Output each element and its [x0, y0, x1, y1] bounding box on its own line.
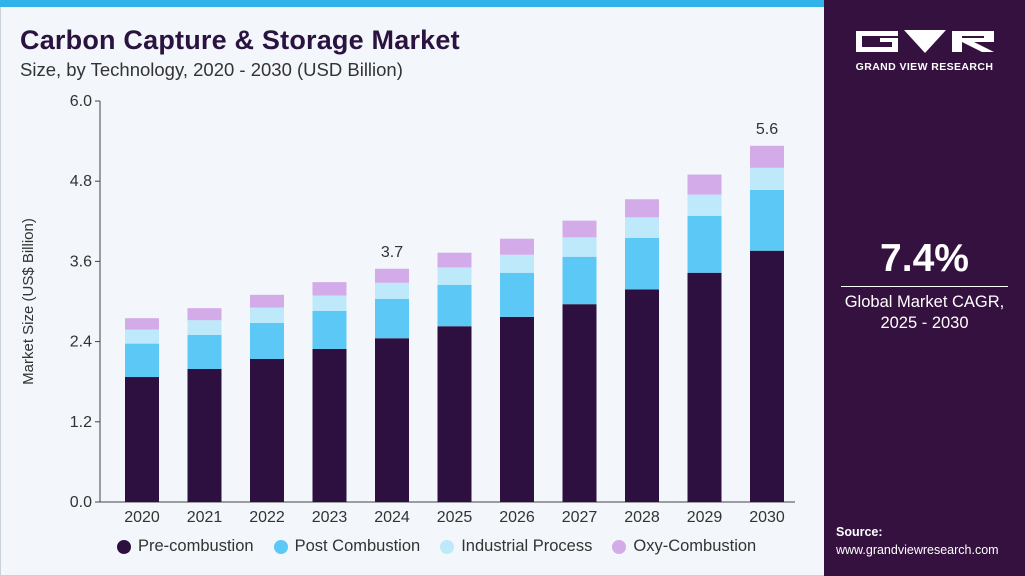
chart-legend: Pre-combustion Post Combustion Industrial … — [117, 537, 776, 556]
legend-label: Oxy-Combustion — [633, 537, 757, 555]
y-tick-label: 2.4 — [70, 334, 92, 351]
x-tick-label: 2021 — [187, 509, 223, 526]
cagr-divider — [841, 286, 1008, 287]
bar-2024-industrial-process — [375, 282, 409, 299]
bar-2025-pre-combustion — [437, 326, 472, 502]
legend-label: Pre-combustion — [138, 537, 254, 555]
bar-2022-oxy-combustion — [250, 294, 284, 308]
bar-2028-oxy-combustion — [625, 199, 659, 218]
bar-2026-industrial-process — [500, 254, 534, 273]
bar-2024-oxy-combustion — [375, 268, 409, 283]
cagr-label-line1: Global Market CAGR, — [844, 293, 1005, 311]
bar-2021-post-combustion — [187, 334, 222, 370]
legend-swatch — [440, 539, 455, 554]
x-tick-label: 2029 — [687, 509, 723, 526]
brand-name: GRAND VIEW RESEARCH — [855, 61, 994, 73]
bar-2026-pre-combustion — [500, 316, 534, 502]
source-url: www.grandviewresearch.com — [836, 543, 999, 557]
bar-2023-industrial-process — [312, 295, 347, 311]
bar-2023-pre-combustion — [312, 348, 347, 502]
bar-chart: 0.0 1.2 2.4 3.6 4.8 6.0 Market Size (US$ Billi… — [20, 93, 795, 526]
bar-2029-oxy-combustion — [687, 174, 722, 195]
data-label-2024: 3.7 — [381, 244, 403, 261]
bar-2028-industrial-process — [625, 217, 659, 239]
x-tick-label: 2023 — [312, 509, 348, 526]
bar-2024-pre-combustion — [375, 338, 409, 502]
y-tick-label: 0.0 — [70, 494, 92, 511]
bar-2022-pre-combustion — [250, 358, 284, 502]
chart-subtitle: Size, by Technology, 2020 - 2030 (USD Bi… — [20, 59, 403, 80]
cagr-label: Global Market CAGR, 2025 - 2030 — [824, 292, 1025, 334]
x-tick-label: 2028 — [624, 509, 660, 526]
x-tick-label: 2026 — [499, 509, 535, 526]
bar-2029-industrial-process — [687, 194, 722, 216]
y-tick-label: 3.6 — [70, 253, 92, 270]
bar-2026-post-combustion — [500, 272, 534, 317]
cagr-value: 7.4% — [880, 237, 969, 280]
y-tick-label: 4.8 — [70, 173, 92, 190]
bar-2021-industrial-process — [187, 320, 222, 335]
bar-2026-oxy-combustion — [500, 238, 534, 255]
bar-2025-post-combustion — [437, 284, 472, 327]
accent-bar — [0, 0, 824, 7]
bar-2030-pre-combustion — [750, 250, 784, 502]
bar-2027-oxy-combustion — [562, 220, 597, 238]
bar-2023-post-combustion — [312, 310, 347, 349]
y-tick-label: 6.0 — [70, 93, 92, 110]
info-panel: GRAND VIEW RESEARCH 7.4% Global Market C… — [824, 0, 1025, 576]
source-title: Source: — [836, 525, 883, 539]
bar-2025-industrial-process — [437, 267, 472, 285]
x-tick-label: 2025 — [437, 509, 473, 526]
bar-2025-oxy-combustion — [437, 252, 472, 268]
legend-label: Industrial Process — [461, 537, 593, 555]
bar-2020-oxy-combustion — [125, 318, 159, 330]
legend-swatch — [612, 539, 627, 554]
legend-swatch — [117, 539, 131, 554]
bar-2030-oxy-combustion — [750, 145, 784, 168]
legend-item: Pre-combustion — [117, 537, 254, 556]
bar-2027-post-combustion — [562, 256, 597, 305]
bar-2027-industrial-process — [562, 237, 597, 257]
bar-2021-pre-combustion — [187, 369, 222, 502]
bar-2030-industrial-process — [750, 167, 784, 190]
bar-2030-post-combustion — [750, 189, 784, 251]
bar-2022-post-combustion — [250, 322, 284, 359]
bar-2027-pre-combustion — [562, 304, 597, 502]
chart-title: Carbon Capture & Storage Market — [20, 25, 460, 55]
y-axis-title: Market Size (US$ Billion) — [20, 218, 37, 385]
legend-item: Industrial Process — [440, 537, 592, 556]
bar-2020-industrial-process — [125, 329, 159, 344]
x-tick-label: 2024 — [374, 509, 410, 526]
bar-2020-pre-combustion — [125, 377, 159, 502]
bar-2024-post-combustion — [375, 298, 409, 339]
bar-2028-pre-combustion — [625, 289, 659, 502]
legend-swatch — [273, 539, 288, 554]
y-tick-label: 1.2 — [70, 414, 92, 431]
bar-2022-industrial-process — [250, 307, 284, 323]
bar-2029-post-combustion — [687, 215, 722, 273]
bar-2021-oxy-combustion — [187, 308, 222, 321]
data-label-2030: 5.6 — [756, 121, 778, 138]
cagr-label-line2: 2025 - 2030 — [880, 314, 969, 332]
legend-item: Oxy-Combustion — [612, 537, 756, 556]
legend-label: Post Combustion — [294, 537, 421, 555]
x-tick-label: 2020 — [124, 509, 160, 526]
bar-2029-pre-combustion — [687, 272, 722, 502]
legend-item: Post Combustion — [273, 537, 421, 556]
grand-view-research-logo-icon — [856, 30, 994, 53]
x-tick-label: 2022 — [249, 509, 285, 526]
bar-2020-post-combustion — [125, 343, 159, 378]
bar-2023-oxy-combustion — [312, 282, 347, 296]
x-tick-label: 2027 — [562, 509, 598, 526]
bar-2028-post-combustion — [625, 238, 659, 290]
x-tick-label: 2030 — [749, 509, 785, 526]
